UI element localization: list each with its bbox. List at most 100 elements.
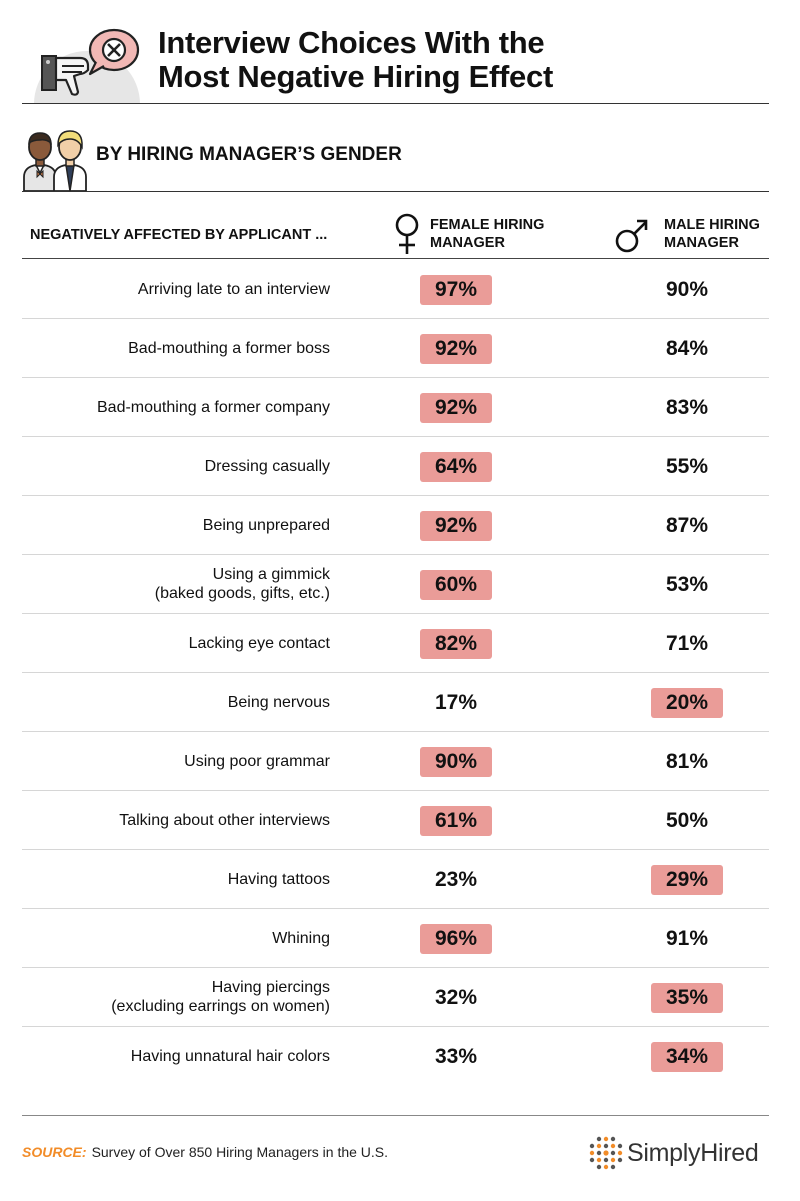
female-value: 92% [420, 393, 492, 423]
table-row: Talking about other interviews 61% 50% [22, 791, 769, 850]
row-label: Having tattoos [228, 850, 330, 908]
header: Interview Choices With the Most Negative… [22, 20, 769, 104]
female-symbol-icon [395, 213, 419, 254]
male-header-line-1: MALE HIRING [664, 217, 760, 233]
row-label-line-1: Using a gimmick [212, 566, 330, 583]
divider [22, 103, 769, 104]
female-header-line-1: FEMALE HIRING [430, 217, 545, 233]
table-row: Dressing casually 64% 55% [22, 437, 769, 496]
female-value: 61% [420, 806, 492, 836]
table-row: Lacking eye contact 82% 71% [22, 614, 769, 673]
row-label: Using a gimmick (baked goods, gifts, etc.… [155, 555, 330, 613]
female-value: 32% [434, 986, 478, 1009]
row-label-line-1: Having unnatural hair colors [130, 1047, 330, 1065]
row-label: Having unnatural hair colors [131, 1027, 330, 1085]
table-row: Having tattoos 23% 29% [22, 850, 769, 909]
table-row: Bad-mouthing a former company 92% 83% [22, 378, 769, 437]
row-label: Lacking eye contact [189, 614, 330, 672]
column-header-label: NEGATIVELY AFFECTED BY APPLICANT ... [30, 227, 328, 243]
row-label-line-1: Lacking eye contact [188, 634, 330, 652]
male-value: 91% [665, 927, 709, 950]
row-label-line-1: Bad-mouthing a former boss [128, 339, 330, 357]
female-value: 23% [434, 868, 478, 891]
female-value: 60% [420, 570, 492, 600]
female-header-line-2: MANAGER [430, 235, 505, 251]
male-value: 81% [665, 750, 709, 773]
column-header-male: MALE HIRING MANAGER [612, 210, 782, 258]
row-label: Being unprepared [203, 496, 330, 554]
male-value: 55% [665, 455, 709, 478]
row-label: Bad-mouthing a former company [97, 378, 330, 436]
table-row: Being unprepared 92% 87% [22, 496, 769, 555]
row-label: Dressing casually [205, 437, 330, 495]
female-value: 33% [434, 1045, 478, 1068]
divider [22, 191, 769, 192]
row-label: Bad-mouthing a former boss [128, 319, 330, 377]
male-value: 90% [665, 278, 709, 301]
row-label: Arriving late to an interview [138, 260, 330, 318]
table-row: Whining 96% 91% [22, 909, 769, 968]
male-value: 84% [665, 337, 709, 360]
female-value: 92% [420, 511, 492, 541]
row-label-line-1: Using poor grammar [184, 752, 330, 770]
title-line-2: Most Negative Hiring Effect [158, 59, 553, 94]
male-header-line-2: MANAGER [664, 235, 739, 251]
row-label-line-1: Whining [272, 929, 330, 947]
divider [22, 258, 769, 259]
female-value: 64% [420, 452, 492, 482]
female-value: 92% [420, 334, 492, 364]
row-label-line-1: Being unprepared [202, 516, 330, 534]
male-value: 35% [651, 983, 723, 1013]
female-value: 97% [420, 275, 492, 305]
male-value: 20% [651, 688, 723, 718]
row-label-line-1: Having piercings [211, 979, 330, 996]
table-row: Having piercings (excluding earrings on w… [22, 968, 769, 1027]
female-value: 96% [420, 924, 492, 954]
row-label-line-1: Dressing casually [204, 457, 330, 475]
source-text: Survey of Over 850 Hiring Managers in th… [91, 1144, 389, 1160]
table-row: Using a gimmick (baked goods, gifts, etc.… [22, 555, 769, 614]
table-row: Bad-mouthing a former boss 92% 84% [22, 319, 769, 378]
row-label-line-1: Having tattoos [227, 870, 330, 888]
row-label-line-2: (baked goods, gifts, etc.) [154, 585, 330, 602]
male-value: 29% [651, 865, 723, 895]
brand-logo: SimplyHired [589, 1136, 771, 1172]
row-label-line-2: (excluding earrings on women) [111, 998, 330, 1015]
female-value: 82% [420, 629, 492, 659]
row-label-line-1: Talking about other interviews [119, 811, 330, 829]
divider [22, 1115, 769, 1116]
data-table: Arriving late to an interview 97% 90% Bad-m… [22, 260, 769, 1085]
managers-icon [23, 130, 87, 191]
subtitle: BY HIRING MANAGER’S GENDER [96, 144, 402, 165]
thumbs-down-icon [34, 28, 140, 104]
table-row: Having unnatural hair colors 33% 34% [22, 1027, 769, 1085]
subheader: BY HIRING MANAGER’S GENDER [22, 127, 769, 191]
male-value: 34% [651, 1042, 723, 1072]
source-note: SOURCE: Survey of Over 850 Hiring Manager… [22, 1144, 388, 1160]
row-label: Being nervous [228, 673, 330, 731]
row-label-line-1: Arriving late to an interview [137, 280, 330, 298]
female-value: 17% [434, 691, 478, 714]
male-value: 87% [665, 514, 709, 537]
page-title: Interview Choices With the Most Negative… [158, 26, 553, 94]
table-row: Being nervous 17% 20% [22, 673, 769, 732]
row-label: Having piercings (excluding earrings on w… [111, 968, 330, 1026]
source-key: SOURCE: [22, 1144, 87, 1160]
male-value: 83% [665, 396, 709, 419]
title-line-1: Interview Choices With the [158, 25, 545, 60]
row-label-line-1: Being nervous [227, 693, 330, 711]
row-label-line-1: Bad-mouthing a former company [97, 398, 330, 416]
row-label: Talking about other interviews [119, 791, 330, 849]
row-label: Whining [272, 909, 330, 967]
table-row: Using poor grammar 90% 81% [22, 732, 769, 791]
male-value: 53% [665, 573, 709, 596]
table-row: Arriving late to an interview 97% 90% [22, 260, 769, 319]
row-label: Using poor grammar [184, 732, 330, 790]
male-symbol-icon [615, 219, 648, 253]
simplyhired-dots-icon [589, 1136, 623, 1170]
column-header-female: FEMALE HIRING MANAGER [392, 210, 592, 258]
female-value: 90% [420, 747, 492, 777]
male-value: 71% [665, 632, 709, 655]
brand-name: SimplyHired [627, 1139, 759, 1167]
male-value: 50% [665, 809, 709, 832]
